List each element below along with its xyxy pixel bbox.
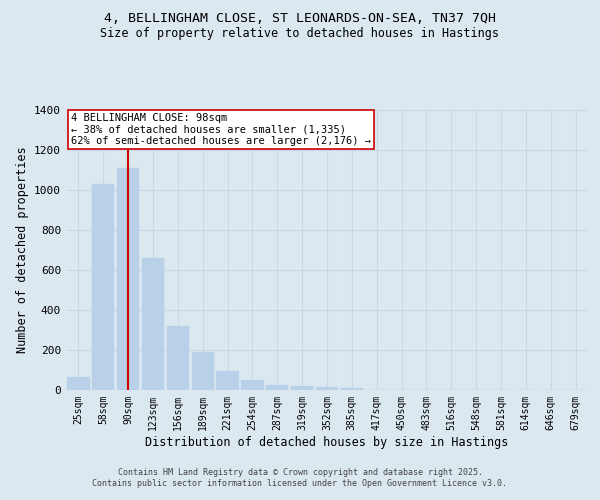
Bar xyxy=(117,168,139,390)
Text: Size of property relative to detached houses in Hastings: Size of property relative to detached ho… xyxy=(101,28,499,40)
Bar xyxy=(341,388,363,390)
Bar xyxy=(92,184,115,390)
Bar xyxy=(191,352,214,390)
Bar xyxy=(167,326,189,390)
Bar xyxy=(217,371,239,390)
Text: Contains HM Land Registry data © Crown copyright and database right 2025.
Contai: Contains HM Land Registry data © Crown c… xyxy=(92,468,508,487)
Bar xyxy=(241,380,263,390)
Y-axis label: Number of detached properties: Number of detached properties xyxy=(16,146,29,354)
Bar xyxy=(266,385,289,390)
X-axis label: Distribution of detached houses by size in Hastings: Distribution of detached houses by size … xyxy=(145,436,509,448)
Bar xyxy=(67,377,89,390)
Bar xyxy=(316,387,338,390)
Bar xyxy=(142,258,164,390)
Text: 4 BELLINGHAM CLOSE: 98sqm
← 38% of detached houses are smaller (1,335)
62% of se: 4 BELLINGHAM CLOSE: 98sqm ← 38% of detac… xyxy=(71,113,371,146)
Bar xyxy=(291,386,313,390)
Text: 4, BELLINGHAM CLOSE, ST LEONARDS-ON-SEA, TN37 7QH: 4, BELLINGHAM CLOSE, ST LEONARDS-ON-SEA,… xyxy=(104,12,496,26)
